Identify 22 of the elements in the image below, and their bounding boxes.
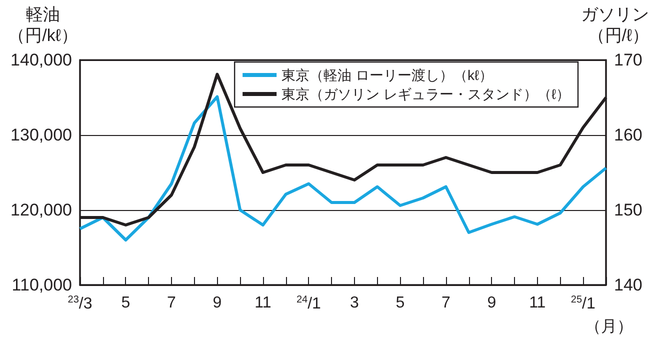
y-tick-label: 120,000 — [10, 200, 72, 220]
x-tick-label: 3 — [350, 294, 359, 312]
y2-axis-title: ガソリン（円/ℓ） — [580, 4, 649, 46]
x-tick-label: 11 — [254, 294, 272, 312]
x-tick-label: 5 — [121, 294, 130, 312]
y-tick-label: 140,000 — [10, 50, 72, 70]
x-tick-label: 7 — [167, 294, 176, 312]
y-axis-title: 軽油（円/kℓ） — [7, 4, 79, 46]
x-axis-title: （月） — [585, 318, 633, 336]
y2-tick-label: 170 — [614, 50, 642, 70]
y2-tick-label: 160 — [614, 126, 642, 144]
y-tick-label: 110,000 — [12, 276, 72, 294]
x-tick-label: 7 — [441, 294, 450, 312]
x-tick-label: 9 — [487, 294, 496, 312]
y2-tick-label: 140 — [614, 276, 642, 294]
legend-label: 東京（軽油 ローリー渡し）（kℓ） — [282, 67, 494, 83]
x-tick-label: 11 — [529, 294, 546, 312]
legend-label: 東京（ガソリン レギュラー・スタンド）（ℓ） — [282, 86, 570, 102]
y2-tick-label: 150 — [614, 200, 642, 220]
x-tick-label: 9 — [212, 294, 222, 312]
y-tick-label: 130,000 — [10, 126, 72, 144]
x-tick-label: 5 — [396, 294, 405, 312]
